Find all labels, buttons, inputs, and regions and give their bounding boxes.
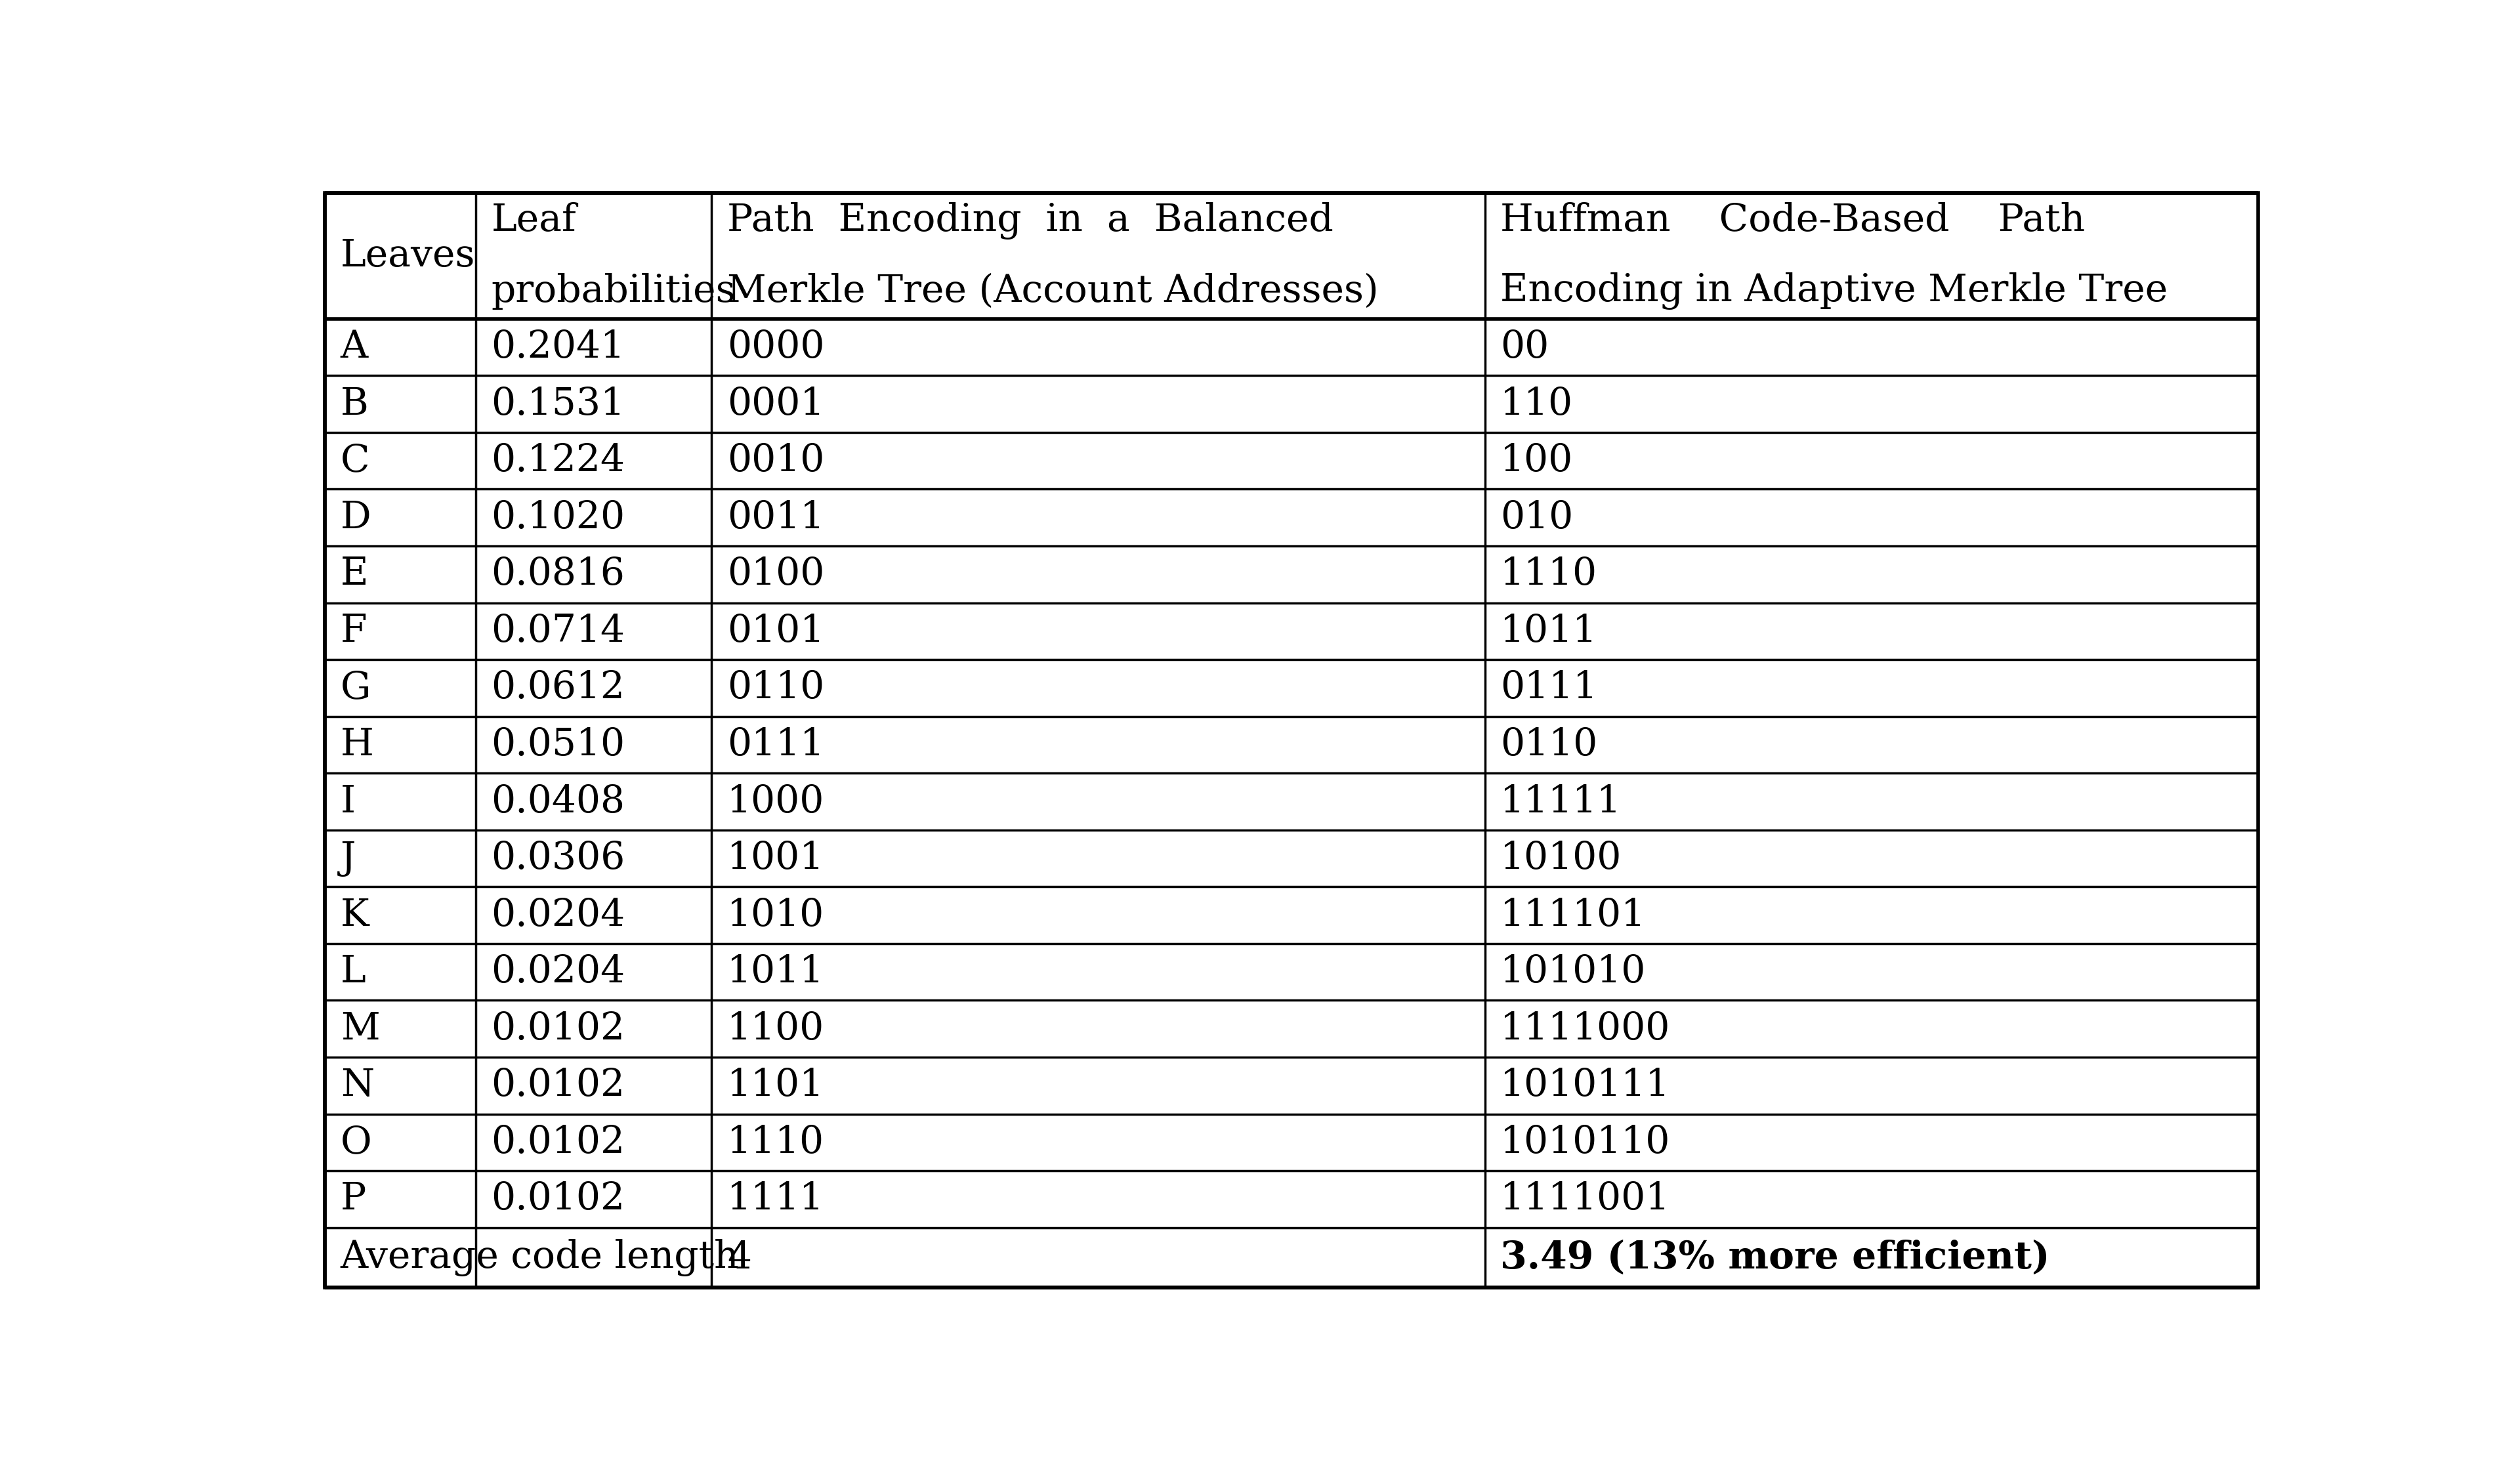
Text: Encoding in Adaptive Merkle Tree: Encoding in Adaptive Merkle Tree (1499, 273, 2167, 309)
Text: 0011: 0011 (728, 500, 824, 537)
Text: G: G (340, 670, 370, 707)
Text: Average code length: Average code length (340, 1239, 738, 1277)
Text: 1001: 1001 (728, 840, 824, 877)
Text: D: D (340, 500, 370, 537)
Text: 0.0714: 0.0714 (491, 613, 625, 649)
Text: 1011: 1011 (728, 953, 824, 991)
Text: Huffman    Code-Based    Path: Huffman Code-Based Path (1499, 202, 2087, 239)
Text: 101010: 101010 (1499, 953, 1646, 991)
Text: A: A (340, 328, 368, 365)
Text: C: C (340, 443, 370, 479)
Text: 111101: 111101 (1499, 897, 1646, 934)
Text: probabilities: probabilities (491, 273, 736, 309)
Text: J: J (340, 840, 355, 877)
Text: M: M (340, 1010, 381, 1047)
Text: 010: 010 (1499, 500, 1572, 537)
Text: H: H (340, 727, 373, 764)
Text: P: P (340, 1180, 365, 1218)
Text: 0111: 0111 (728, 727, 824, 764)
Text: K: K (340, 897, 368, 934)
Text: 0.1531: 0.1531 (491, 386, 625, 422)
Text: 0000: 0000 (728, 328, 824, 365)
Text: 0.0204: 0.0204 (491, 897, 625, 934)
Text: 0.1020: 0.1020 (491, 500, 625, 537)
Text: 1111000: 1111000 (1499, 1010, 1671, 1047)
Text: 0110: 0110 (728, 670, 824, 707)
Text: 1100: 1100 (728, 1010, 824, 1047)
Text: 0.0510: 0.0510 (491, 727, 625, 764)
Text: 0110: 0110 (1499, 727, 1598, 764)
Text: 00: 00 (1499, 328, 1550, 365)
Text: 110: 110 (1499, 386, 1572, 422)
Text: N: N (340, 1067, 373, 1104)
Text: Path  Encoding  in  a  Balanced: Path Encoding in a Balanced (728, 202, 1333, 239)
Text: 0.0102: 0.0102 (491, 1124, 625, 1161)
Text: 1101: 1101 (728, 1067, 824, 1104)
Text: I: I (340, 783, 355, 819)
Text: 0.2041: 0.2041 (491, 328, 625, 365)
Text: 0101: 0101 (728, 613, 824, 649)
Text: Leaves: Leaves (340, 237, 476, 274)
Text: 0.0204: 0.0204 (491, 953, 625, 991)
Text: 0010: 0010 (728, 443, 824, 479)
Text: 0.0408: 0.0408 (491, 783, 625, 819)
Text: B: B (340, 386, 368, 422)
Text: 1111: 1111 (728, 1180, 824, 1218)
Text: 0100: 0100 (728, 556, 824, 592)
Text: 0.0306: 0.0306 (491, 840, 625, 877)
Text: 3.49 (13% more efficient): 3.49 (13% more efficient) (1499, 1239, 2051, 1275)
Text: 0.0102: 0.0102 (491, 1067, 625, 1104)
Text: 1010111: 1010111 (1499, 1067, 1671, 1104)
Text: F: F (340, 613, 368, 649)
Text: 100: 100 (1499, 443, 1572, 479)
Text: 1010: 1010 (728, 897, 824, 934)
Text: 1011: 1011 (1499, 613, 1598, 649)
Text: 1110: 1110 (728, 1124, 824, 1161)
Text: 1111001: 1111001 (1499, 1180, 1671, 1218)
Text: O: O (340, 1124, 373, 1161)
Text: 0.0612: 0.0612 (491, 670, 625, 707)
Text: E: E (340, 556, 368, 592)
Text: 0.0102: 0.0102 (491, 1010, 625, 1047)
Text: Merkle Tree (Account Addresses): Merkle Tree (Account Addresses) (728, 273, 1378, 309)
Text: 1000: 1000 (728, 783, 824, 819)
Text: L: L (340, 953, 365, 991)
Text: 4: 4 (728, 1239, 751, 1275)
Text: 0.0102: 0.0102 (491, 1180, 625, 1218)
Text: Leaf: Leaf (491, 202, 577, 239)
Text: 10100: 10100 (1499, 840, 1623, 877)
Text: 0.1224: 0.1224 (491, 443, 625, 479)
Text: 0111: 0111 (1499, 670, 1598, 707)
Text: 0.0816: 0.0816 (491, 556, 625, 592)
Text: 11111: 11111 (1499, 783, 1623, 819)
Text: 1010110: 1010110 (1499, 1124, 1671, 1161)
Text: 0001: 0001 (728, 386, 824, 422)
Text: 1110: 1110 (1499, 556, 1598, 592)
